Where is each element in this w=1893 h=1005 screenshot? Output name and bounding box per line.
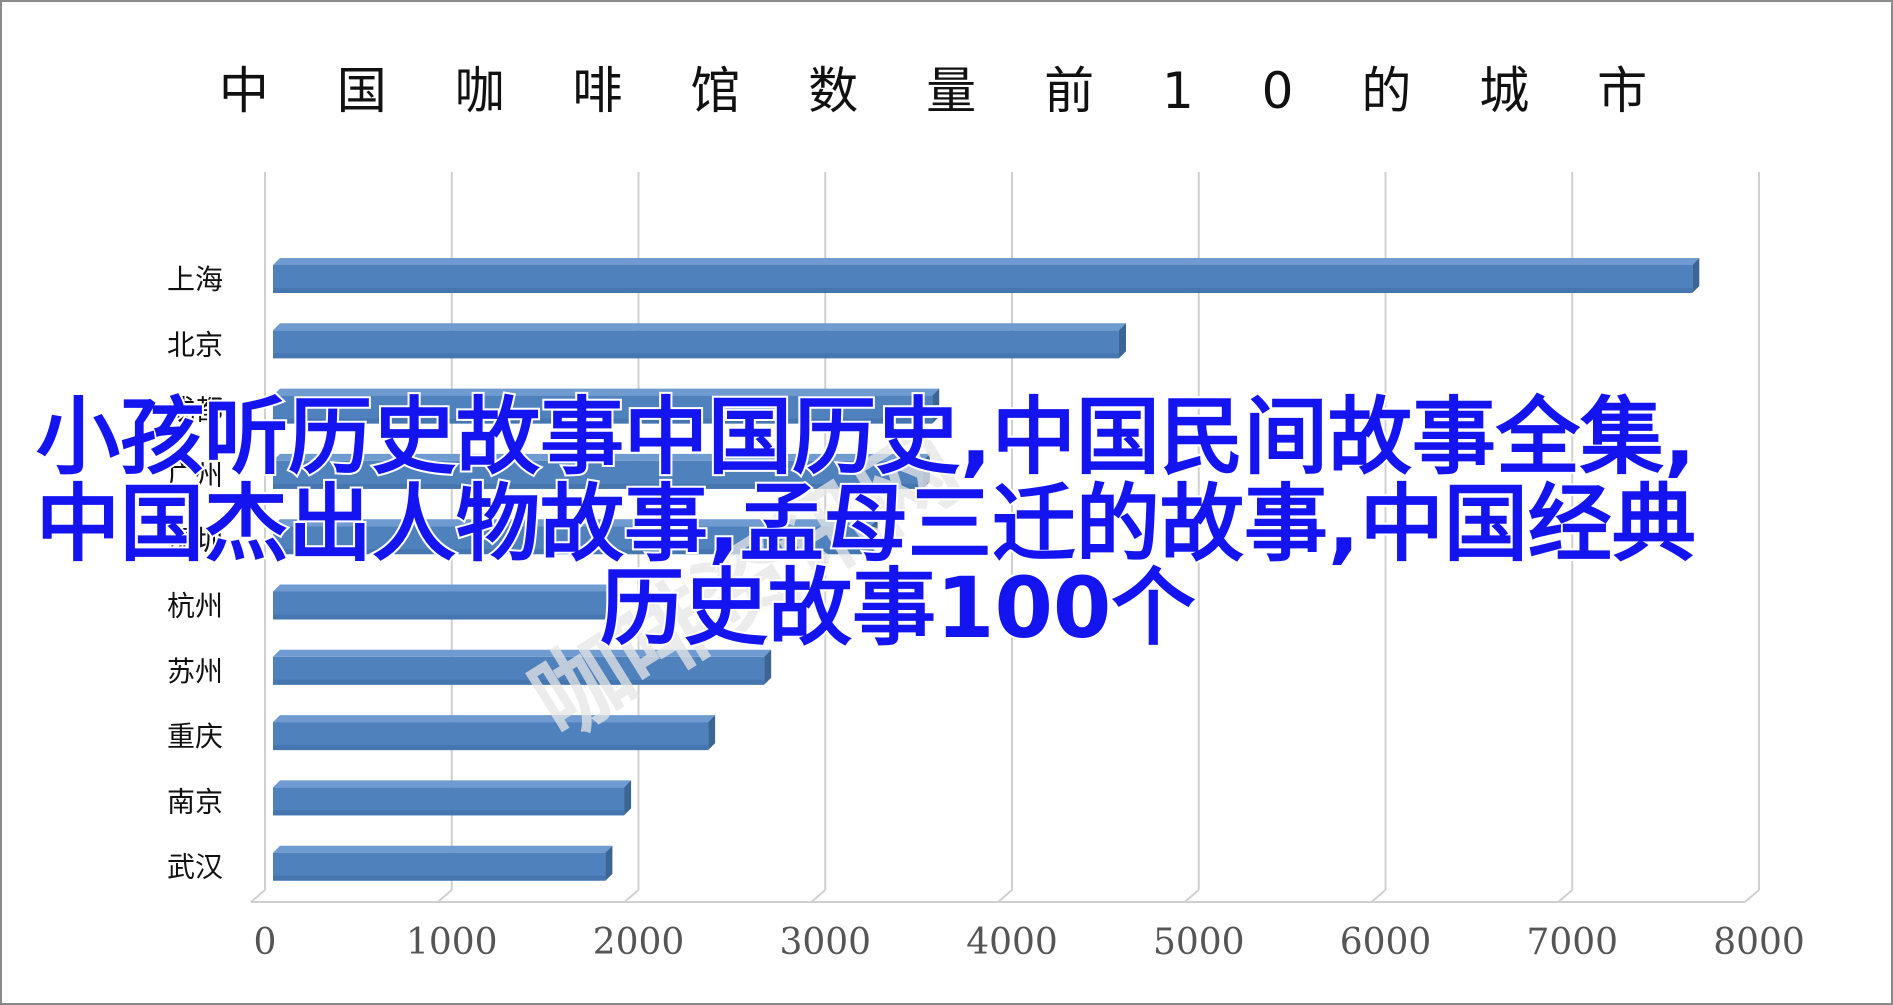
gridline-foot (810, 889, 826, 903)
gridline-foot (1370, 889, 1387, 903)
category-label: 苏州 (167, 655, 223, 688)
gridline-foot (1557, 889, 1573, 903)
gridline-foot (997, 889, 1013, 903)
bar (273, 845, 613, 881)
bar (273, 519, 878, 555)
overlay-line: 小孩听历史故事中国历史,中国民间故事全集, (36, 388, 1696, 486)
x-tick-label: 1000 (406, 922, 498, 963)
bar (273, 584, 617, 620)
bar (273, 780, 632, 816)
gridline-foot (437, 889, 453, 903)
x-tick-label: 3000 (779, 922, 871, 963)
category-label: 成都 (167, 394, 223, 427)
x-tick-label: 6000 (1340, 922, 1432, 963)
x-tick-label: 8000 (1713, 922, 1805, 963)
gridline-foot (1744, 889, 1760, 903)
category-label: 重庆 (167, 720, 223, 753)
category-label: 武汉 (167, 851, 223, 884)
bar (273, 323, 1126, 359)
x-tick-label: 7000 (1526, 922, 1618, 963)
bar (273, 258, 1700, 293)
chart-title: 中 国 咖 啡 馆 数 量 前 1 0 的 城 市 (219, 62, 1673, 120)
category-label: 北京 (167, 328, 223, 361)
overlay-caption: 小孩听历史故事中国历史,中国民间故事全集,中国杰出人物故事,孟母三迁的故事,中国… (34, 386, 1698, 659)
gridline-foot (250, 889, 266, 903)
bar (273, 715, 716, 751)
category-label: 深圳 (167, 524, 223, 557)
x-tick-label: 0 (254, 922, 277, 963)
x-tick-label: 4000 (966, 922, 1058, 963)
category-label: 南京 (167, 785, 223, 818)
gridline-foot (1184, 889, 1200, 903)
bar (273, 649, 772, 685)
category-label: 上海 (167, 263, 223, 296)
category-label: 杭州 (167, 590, 223, 623)
bar (273, 388, 940, 424)
x-tick-label: 5000 (1153, 922, 1245, 963)
category-label: 广州 (167, 459, 223, 492)
x-tick-labels: 0 1000 2000 3000 4000 5000 6000 7000 8000 (254, 922, 1805, 963)
bars (273, 258, 1700, 881)
overlay-line: 历史故事100个 (600, 559, 1195, 657)
overlay-line: 中国杰出人物故事,孟母三迁的故事,中国经典 (36, 475, 1696, 573)
bar (273, 453, 930, 489)
gridline-foot (623, 889, 640, 903)
x-tick-label: 2000 (593, 922, 685, 963)
